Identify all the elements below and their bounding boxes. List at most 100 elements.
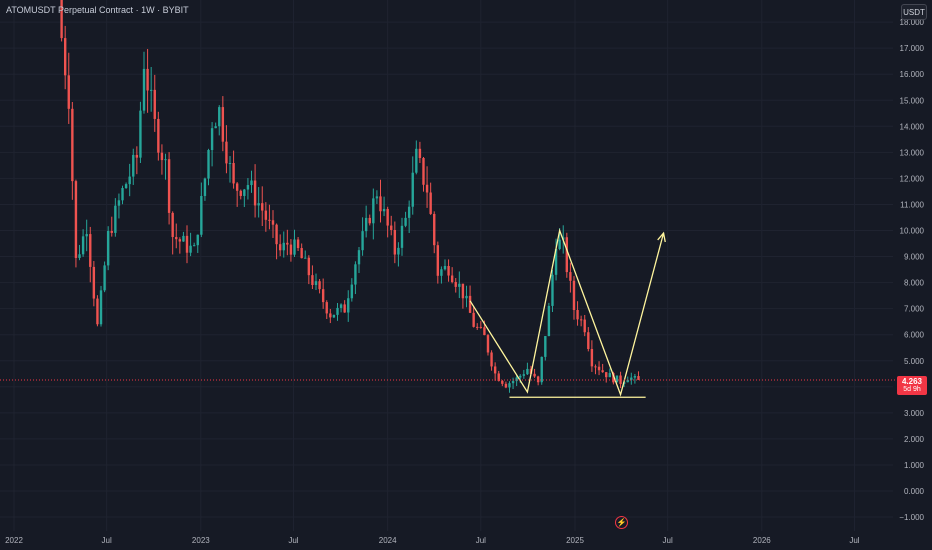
candle-body (218, 107, 221, 127)
candle-body (121, 188, 124, 201)
candle-body (551, 274, 554, 306)
arrow-head (657, 231, 666, 243)
candle-body (554, 248, 558, 275)
candle-body (572, 280, 576, 310)
candle-body (235, 183, 239, 191)
interval-label: 1W (141, 5, 155, 15)
candle-body (479, 326, 483, 328)
candle-body (368, 217, 371, 224)
x-tick-label: Jul (663, 536, 673, 545)
candle-body (178, 239, 182, 242)
y-tick-label: 17.000 (900, 44, 925, 53)
candle-body (110, 230, 113, 233)
candle-body (96, 298, 99, 325)
candle-body (139, 110, 142, 158)
y-tick-label: 18.000 (900, 18, 925, 27)
candle-body (164, 159, 167, 161)
candle-body (250, 180, 253, 186)
candle-body (526, 368, 529, 375)
candle-body (375, 196, 379, 199)
candle-body (246, 185, 250, 190)
current-price-tag: 4.263 5d 9h (897, 376, 927, 395)
candle-body (78, 254, 81, 258)
y-tick-label: 12.000 (900, 174, 925, 183)
candle-body (364, 217, 368, 232)
candle-body (336, 307, 339, 315)
candle-body (597, 366, 601, 371)
candle-body (239, 190, 242, 196)
lightning-icon[interactable]: ⚡ (615, 516, 628, 529)
candle-body (314, 281, 318, 285)
candle-body (590, 348, 594, 367)
candle-body (157, 118, 160, 153)
candle-body (192, 245, 196, 247)
x-tick-label: Jul (476, 536, 486, 545)
candle-body (318, 281, 321, 290)
candle-body (569, 272, 572, 281)
candle-body (304, 257, 307, 259)
x-tick-label: Jul (849, 536, 859, 545)
candle-body (85, 234, 88, 237)
candle-body (264, 210, 268, 220)
y-tick-label: −1.000 (899, 513, 924, 522)
x-tick-label: 2025 (566, 536, 584, 545)
candle-body (286, 242, 289, 245)
candle-body (210, 128, 214, 151)
candle-body (339, 304, 343, 308)
candle-body (185, 235, 189, 253)
y-tick-label: 15.000 (900, 96, 925, 105)
candle-body (175, 237, 178, 240)
candle-body (615, 375, 619, 383)
candle-body (619, 375, 622, 384)
candle-body (583, 319, 586, 333)
candle-body (418, 148, 422, 159)
candle-body (579, 319, 583, 321)
y-tick-label: 11.000 (900, 200, 924, 209)
candle-body (225, 141, 228, 164)
candle-body (71, 108, 74, 182)
candle-body (153, 89, 156, 119)
candle-body (271, 220, 275, 225)
candle-body (468, 295, 472, 313)
bar-countdown: 5d 9h (903, 386, 921, 393)
candle-body (89, 234, 92, 267)
candle-body (182, 235, 185, 242)
candle-body (483, 327, 486, 336)
candle-body (386, 208, 389, 226)
candle-body (511, 381, 515, 384)
candle-body (461, 283, 465, 299)
y-tick-label: 6.000 (904, 331, 925, 340)
candle-body (633, 376, 637, 378)
time-axis[interactable]: 2022 Jul 2023 Jul 2024 Jul 2025 Jul 2026 Jul (5, 536, 860, 545)
candle-body (400, 225, 404, 248)
candle-body (354, 264, 357, 285)
candle-body (311, 275, 314, 285)
candle-body (522, 374, 526, 376)
candle-body (60, 0, 63, 39)
title-separator: · (135, 5, 142, 15)
candle-body (261, 203, 264, 211)
price-axis[interactable]: −1.0000.0001.0002.0003.0004.0005.0006.00… (899, 18, 924, 522)
candle-body (132, 154, 135, 177)
candle-body (626, 379, 629, 383)
symbol-name: ATOMUSDT Perpetual Contract (6, 5, 134, 15)
candle-body (415, 148, 418, 173)
w-pattern-drawing[interactable] (469, 228, 666, 398)
candle-body (637, 376, 640, 380)
candle-body (196, 234, 199, 246)
candle-body (275, 224, 278, 245)
x-tick-label: Jul (288, 536, 298, 545)
currency-button[interactable]: USDT (901, 4, 927, 20)
candle-body (454, 282, 457, 287)
candle-body (106, 230, 110, 266)
candle-body (429, 192, 432, 214)
candle-body (497, 373, 500, 381)
candle-body (393, 229, 397, 255)
candle-body (347, 298, 350, 313)
candle-body (135, 154, 139, 158)
candle-body (282, 242, 285, 251)
y-tick-label: 13.000 (900, 148, 925, 157)
x-tick-label: Jul (102, 536, 112, 545)
candle-body (253, 180, 257, 206)
